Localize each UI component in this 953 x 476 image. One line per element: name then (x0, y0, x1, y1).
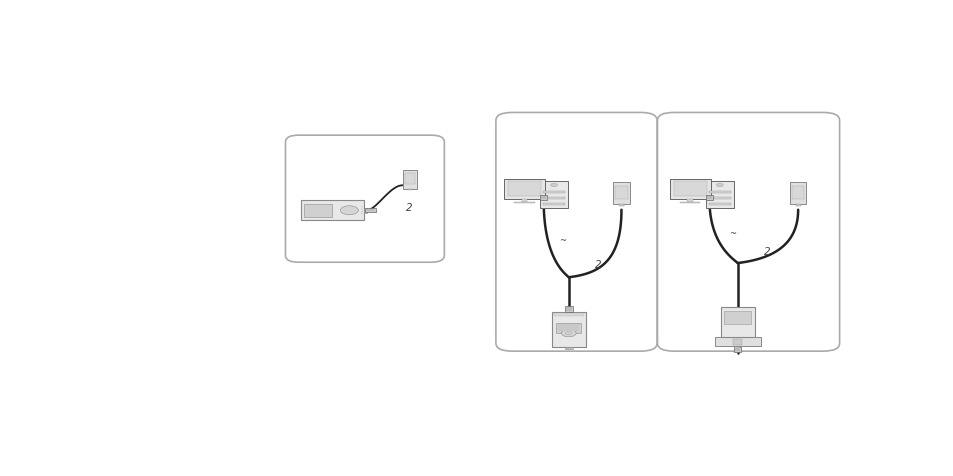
Bar (706, 196, 711, 200)
Bar (300, 201, 363, 221)
FancyBboxPatch shape (496, 113, 657, 351)
Bar (708, 198, 730, 199)
Bar (539, 181, 567, 209)
Bar (705, 181, 733, 209)
Bar (708, 192, 730, 194)
Bar (679, 202, 700, 203)
Text: 2: 2 (595, 260, 601, 270)
Bar (542, 192, 565, 194)
Bar (732, 340, 741, 345)
Bar (552, 312, 585, 347)
Bar (735, 347, 740, 351)
Bar (564, 347, 573, 349)
Bar (564, 306, 572, 312)
Bar (540, 196, 545, 200)
Bar (363, 208, 367, 213)
Circle shape (361, 207, 362, 208)
Bar (404, 174, 415, 185)
Bar (687, 200, 693, 202)
Bar (720, 307, 754, 337)
Bar (723, 311, 750, 325)
Circle shape (560, 330, 576, 337)
Bar (514, 202, 534, 203)
Bar (558, 325, 578, 332)
Bar (407, 189, 412, 191)
Bar (565, 307, 571, 311)
Bar (556, 323, 580, 333)
Bar (618, 205, 623, 207)
Bar (791, 186, 803, 199)
Bar (507, 182, 540, 196)
Bar (673, 182, 706, 196)
Circle shape (361, 214, 362, 215)
FancyBboxPatch shape (657, 113, 839, 351)
Bar (542, 204, 565, 206)
Bar (615, 186, 627, 199)
Bar (795, 205, 800, 207)
Bar (714, 337, 760, 346)
Bar (542, 198, 565, 199)
Bar (402, 171, 416, 189)
Bar (669, 179, 710, 200)
FancyBboxPatch shape (285, 136, 444, 263)
Bar (503, 179, 544, 200)
Bar (367, 209, 374, 212)
Circle shape (550, 184, 557, 187)
Bar (708, 204, 730, 206)
Text: 2: 2 (405, 202, 412, 212)
Bar (734, 347, 740, 352)
Circle shape (565, 332, 572, 335)
Text: 2: 2 (763, 247, 770, 257)
Circle shape (716, 184, 722, 187)
Bar (789, 183, 805, 205)
Bar (365, 209, 375, 213)
Bar (613, 183, 629, 205)
Bar (539, 196, 547, 201)
Bar (521, 200, 527, 202)
Bar (566, 348, 571, 349)
Text: ~: ~ (558, 236, 566, 245)
Circle shape (340, 206, 358, 215)
Bar (304, 204, 332, 218)
Circle shape (361, 211, 362, 212)
Circle shape (361, 209, 362, 210)
Text: ~: ~ (728, 228, 736, 238)
Bar (553, 313, 583, 317)
Bar (705, 196, 712, 201)
